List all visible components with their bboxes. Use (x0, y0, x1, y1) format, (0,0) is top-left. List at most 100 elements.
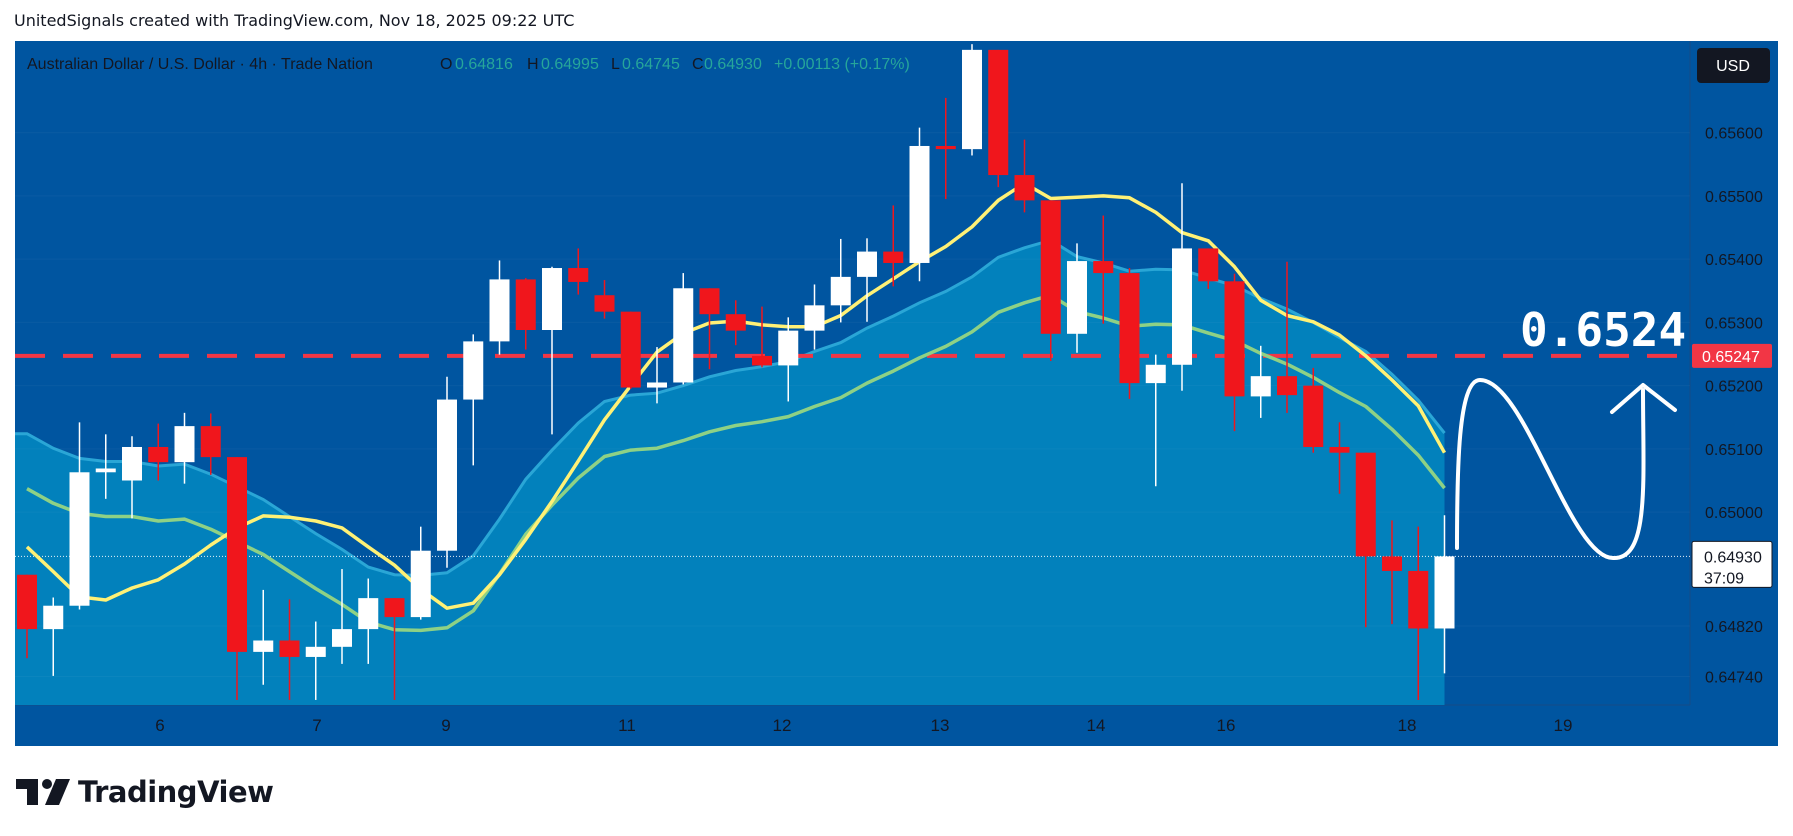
candle (1329, 422, 1350, 494)
price-tick-label: 0.65000 (1705, 505, 1763, 522)
candle-body (305, 646, 326, 657)
price-tick-label: 0.65600 (1705, 126, 1763, 143)
legend-low-label: L (611, 56, 620, 73)
candle (43, 597, 64, 676)
candle-body (804, 305, 825, 331)
candle (122, 436, 142, 519)
time-tick-label: 7 (312, 716, 321, 735)
candle (594, 280, 615, 319)
candle-body (1119, 273, 1140, 384)
candle-body (1329, 446, 1350, 453)
legend-close-label: C (692, 56, 704, 73)
candle-body (358, 598, 379, 630)
candles (17, 44, 1455, 700)
candle (857, 238, 877, 322)
candle-body (463, 341, 484, 400)
candle (568, 248, 589, 295)
candle-body (778, 330, 799, 366)
candle-body (1434, 556, 1455, 629)
current-price-text: 0.64930 (1704, 549, 1762, 566)
candle (699, 288, 720, 370)
tradingview-logo-text: TradingView (78, 775, 274, 809)
time-axis-labels: 6 7 9 11 12 13 14 16 18 19 (155, 716, 1572, 735)
candle (358, 578, 379, 664)
candle (1355, 452, 1376, 628)
candle (437, 376, 457, 568)
candle (305, 621, 326, 700)
candle (1224, 273, 1245, 432)
time-tick-label: 19 (1554, 716, 1573, 735)
candle (1250, 345, 1271, 418)
candle-body (988, 49, 1009, 176)
time-tick-label: 14 (1087, 716, 1106, 735)
candle-body (95, 468, 116, 473)
price-tick-label: 0.65500 (1705, 189, 1763, 206)
candle (830, 238, 851, 323)
candle (1093, 215, 1114, 324)
legend-open-value: 0.64816 (455, 56, 513, 73)
candle-body (620, 311, 641, 388)
candle (1145, 354, 1166, 487)
candle (1172, 183, 1192, 391)
time-tick-label: 13 (931, 716, 950, 735)
candle (95, 434, 116, 499)
candle-body (1224, 281, 1245, 397)
candle (279, 599, 300, 700)
projection-arrow-path (1455, 377, 1646, 561)
candle-body (227, 457, 247, 652)
time-tick-label: 9 (441, 716, 450, 735)
candle-body (542, 268, 562, 330)
candle-body (673, 288, 694, 383)
price-tick-label: 0.64820 (1705, 619, 1763, 636)
candle-body (725, 314, 746, 331)
candle-body (253, 640, 274, 652)
tradingview-logo-icon (16, 779, 70, 805)
candle-body (935, 145, 956, 150)
price-tick-label: 0.64740 (1705, 670, 1763, 687)
currency-badge-box (1697, 48, 1770, 83)
legend-low-value: 0.64745 (622, 56, 680, 73)
candle-body (1040, 200, 1061, 334)
price-tick-label: 0.65200 (1705, 379, 1763, 396)
candle-body (830, 276, 851, 306)
candle (909, 127, 930, 282)
candle-body (174, 426, 195, 463)
candle (515, 278, 536, 350)
candle-body (1172, 248, 1192, 365)
candle (69, 422, 90, 610)
current-price-label: 0.64930 37:09 (1691, 540, 1773, 588)
candle-body (1145, 364, 1166, 384)
candle (174, 412, 195, 484)
candle-body (1355, 452, 1376, 557)
candle (253, 589, 274, 685)
legend-open-label: O (440, 56, 452, 73)
legend-high-value: 0.64995 (541, 56, 599, 73)
price-tick-label: 0.65400 (1705, 252, 1763, 269)
arrow-head-icon (1610, 383, 1677, 414)
candle (227, 457, 247, 700)
bar-countdown-text: 37:09 (1704, 570, 1744, 587)
candle-body (752, 355, 772, 366)
candle-body (148, 446, 169, 463)
candle-body (857, 251, 877, 277)
currency-badge[interactable]: USD (1697, 48, 1770, 83)
candle (752, 306, 772, 368)
candle (17, 574, 37, 659)
tradingview-logo[interactable]: TradingView (16, 775, 274, 809)
candle-body (17, 574, 37, 630)
target-price-text: 0.65247 (1702, 349, 1760, 366)
ma-slow-line (26, 293, 1446, 633)
candle (883, 205, 904, 287)
candle (1408, 526, 1429, 700)
candle-body (883, 251, 904, 263)
candle-body (332, 629, 352, 647)
candle (489, 260, 510, 355)
target-level-annotation: 0.6524 (1520, 303, 1686, 357)
candle (778, 317, 799, 402)
candle (1382, 520, 1402, 625)
candle-body (200, 426, 221, 458)
candle (1040, 200, 1061, 361)
candle-body (1250, 376, 1271, 397)
candle (1014, 139, 1035, 213)
candle-body (489, 279, 510, 342)
